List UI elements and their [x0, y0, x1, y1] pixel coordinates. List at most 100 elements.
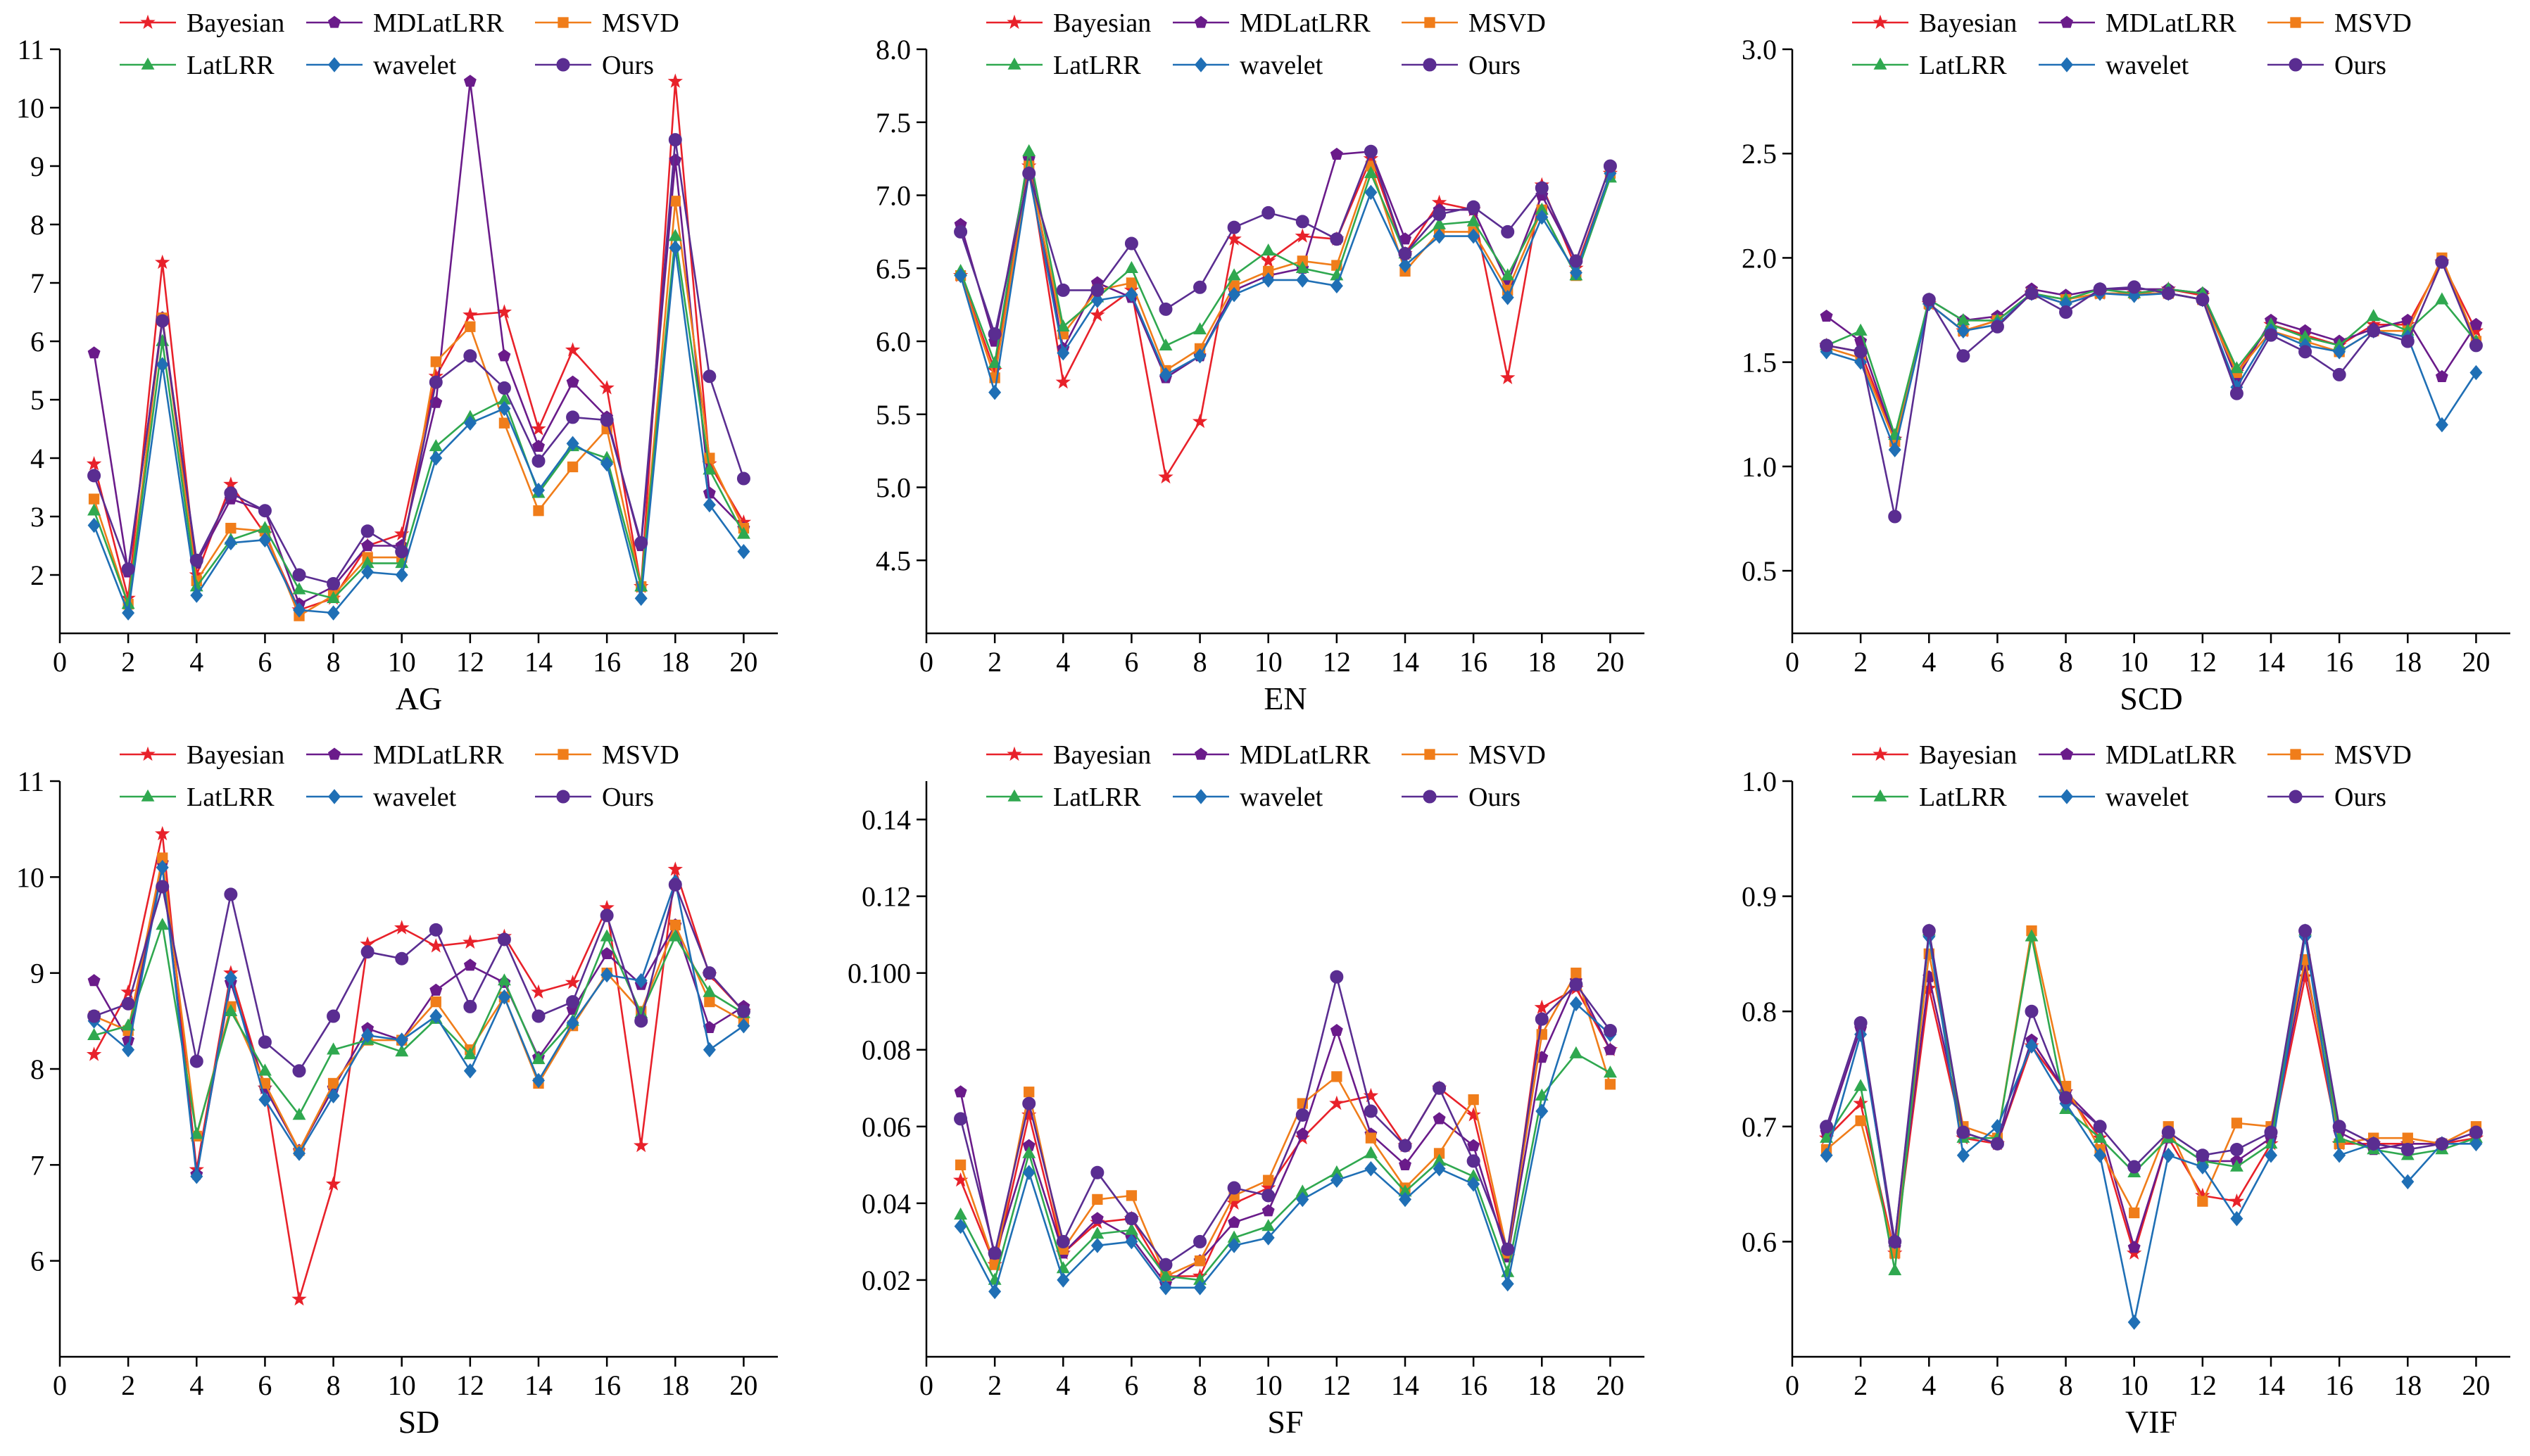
data-point	[954, 267, 967, 284]
data-point	[1501, 224, 1515, 239]
legend-label: wavelet	[1240, 783, 1323, 812]
data-point	[1261, 272, 1275, 288]
data-point	[291, 1291, 307, 1306]
data-point	[954, 1218, 967, 1234]
series-wavelet	[1820, 929, 2483, 1330]
data-point	[1467, 1139, 1480, 1151]
x-tick-label: 14	[2257, 1369, 2285, 1401]
legend-label: Ours	[602, 51, 654, 80]
data-point	[1022, 1165, 1036, 1180]
legend-marker	[140, 14, 156, 30]
data-point	[463, 75, 477, 87]
data-point	[1433, 207, 1447, 221]
data-point	[1090, 1227, 1104, 1239]
data-point	[1569, 254, 1583, 268]
x-tick-label: 20	[1596, 1369, 1624, 1401]
legend-marker	[1007, 14, 1022, 30]
data-point	[156, 334, 170, 346]
data-point	[2229, 1143, 2243, 1157]
data-point	[703, 486, 716, 499]
legend-label: wavelet	[2106, 51, 2189, 80]
data-point	[2129, 1207, 2140, 1219]
data-point	[1263, 265, 1274, 277]
data-point	[1820, 310, 1833, 322]
y-tick-label: 0.06	[862, 1111, 911, 1143]
data-point	[2093, 282, 2107, 296]
legend-item-bayesian: Bayesian	[1852, 740, 2017, 770]
data-point	[327, 576, 341, 590]
data-point	[1364, 1104, 1378, 1118]
y-tick-label: 8	[30, 1053, 44, 1085]
x-tick-label: 14	[1391, 1369, 1419, 1401]
data-point	[1569, 1046, 1583, 1058]
data-point	[1331, 1071, 1342, 1082]
data-point	[1535, 1103, 1549, 1119]
legend-marker	[1007, 57, 1021, 70]
x-tick-label: 12	[1323, 1369, 1351, 1401]
series-line	[959, 1003, 1611, 1293]
data-point	[1056, 283, 1070, 297]
data-point	[1853, 1095, 1868, 1110]
data-point	[157, 852, 168, 863]
data-point	[1261, 243, 1276, 256]
data-point	[1500, 369, 1516, 384]
data-point	[703, 966, 717, 980]
x-tick-label: 8	[327, 1369, 341, 1401]
data-point	[1433, 1081, 1447, 1095]
data-point	[703, 1042, 716, 1058]
legend-label: MDLatLRR	[373, 8, 504, 38]
data-point	[565, 342, 581, 357]
y-tick-label: 1.0	[1742, 451, 1777, 483]
data-point	[952, 1172, 969, 1187]
data-point	[565, 975, 581, 989]
data-point	[1364, 144, 1378, 158]
data-point	[531, 984, 546, 999]
data-point	[428, 938, 443, 953]
x-tick-label: 10	[2120, 646, 2148, 678]
legend-marker	[141, 57, 155, 70]
data-point	[634, 973, 648, 989]
x-tick-label: 18	[1528, 1369, 1556, 1401]
data-point	[1330, 232, 1344, 246]
data-point	[1090, 283, 1104, 297]
series-line	[93, 833, 745, 1300]
legend-item-bayesian: Bayesian	[120, 8, 284, 38]
data-point	[1295, 215, 1309, 229]
data-point	[496, 304, 512, 319]
x-axis-label: SD	[398, 1404, 440, 1440]
x-tick-label: 18	[1528, 646, 1556, 678]
y-tick-label: 8.0	[876, 34, 911, 65]
data-point	[189, 1054, 203, 1068]
x-tick-label: 2	[121, 1369, 135, 1401]
y-tick-label: 6	[30, 1246, 44, 1277]
legend-marker	[2060, 747, 2073, 760]
x-tick-label: 0	[1785, 646, 1799, 678]
data-point	[1022, 144, 1036, 156]
y-tick-label: 0.6	[1742, 1226, 1777, 1258]
data-point	[360, 945, 375, 959]
legend-marker	[1424, 17, 1435, 28]
legend-label: wavelet	[1240, 51, 1323, 80]
data-point	[1090, 1165, 1104, 1179]
legend-marker	[328, 747, 341, 760]
series-line	[93, 139, 745, 585]
data-point	[987, 362, 1002, 377]
data-point	[1431, 194, 1447, 209]
data-point	[1090, 1212, 1104, 1224]
data-point	[1159, 1258, 1173, 1272]
data-point	[531, 454, 546, 468]
data-point	[1261, 205, 1276, 220]
data-point	[2059, 1091, 2073, 1105]
data-point	[1467, 1176, 1480, 1192]
data-point	[1295, 1108, 1309, 1122]
legend-item-mdlatlrr: MDLatLRR	[1173, 740, 1371, 770]
x-tick-label: 4	[189, 646, 203, 678]
series-line	[959, 151, 1611, 365]
x-tick-label: 18	[2393, 646, 2422, 678]
data-point	[669, 240, 682, 255]
data-point	[462, 934, 478, 949]
y-tick-label: 4	[30, 443, 44, 474]
y-tick-label: 1.5	[1742, 347, 1777, 379]
x-tick-label: 20	[729, 646, 757, 678]
x-tick-label: 4	[1056, 1369, 1070, 1401]
